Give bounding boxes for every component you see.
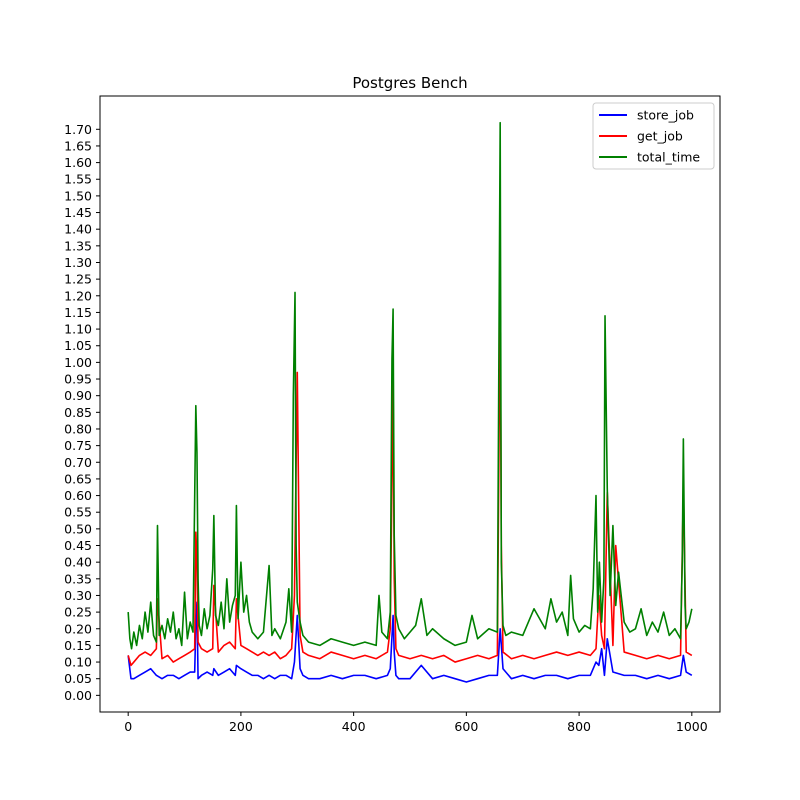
y-tick-label: 0.00 bbox=[64, 688, 92, 703]
legend-label-get-job: get_job bbox=[637, 129, 683, 144]
y-tick-label: 1.10 bbox=[64, 322, 92, 337]
plot-area bbox=[127, 121, 693, 683]
x-tick-label: 1000 bbox=[676, 719, 708, 734]
y-tick-label: 1.45 bbox=[64, 205, 92, 220]
chart-title: Postgres Bench bbox=[352, 74, 467, 92]
y-tick-label: 0.55 bbox=[64, 505, 92, 520]
y-tick-label: 1.50 bbox=[64, 188, 92, 203]
y-tick-label: 1.05 bbox=[64, 338, 92, 353]
y-tick-label: 1.25 bbox=[64, 272, 92, 287]
y-tick-label: 1.20 bbox=[64, 288, 92, 303]
y-tick-label: 1.60 bbox=[64, 155, 92, 170]
legend: store_job get_job total_time bbox=[592, 102, 715, 170]
y-tick-label: 0.40 bbox=[64, 555, 92, 570]
y-tick-label: 0.10 bbox=[64, 655, 92, 670]
y-tick-label: 0.90 bbox=[64, 388, 92, 403]
legend-label-store-job: store_job bbox=[637, 108, 694, 123]
y-tick-label: 0.80 bbox=[64, 421, 92, 436]
y-tick-label: 1.30 bbox=[64, 255, 92, 270]
series-line-get-job bbox=[127, 291, 693, 667]
y-tick-label: 0.05 bbox=[64, 671, 92, 686]
y-tick-label: 0.75 bbox=[64, 438, 92, 453]
y-tick-label: 0.65 bbox=[64, 471, 92, 486]
y-tick-label: 0.30 bbox=[64, 588, 92, 603]
y-tick-label: 1.70 bbox=[64, 122, 92, 137]
y-tick-label: 0.95 bbox=[64, 372, 92, 387]
series-line-total-time bbox=[127, 121, 693, 650]
y-tick-label: 0.50 bbox=[64, 521, 92, 536]
y-tick-label: 0.45 bbox=[64, 538, 92, 553]
y-tick-label: 0.35 bbox=[64, 571, 92, 586]
axes: 0 200 400 600 800 1000 0.00 0.050.10 0.15 0.200.2… bbox=[64, 95, 721, 734]
y-tick-label: 1.65 bbox=[64, 138, 92, 153]
y-tick-label: 1.15 bbox=[64, 305, 92, 320]
x-tick-label: 0 bbox=[124, 719, 132, 734]
y-tick-label: 1.40 bbox=[64, 222, 92, 237]
series-line-store-job bbox=[127, 601, 693, 683]
y-tick-label: 0.85 bbox=[64, 405, 92, 420]
y-tick-label: 1.00 bbox=[64, 355, 92, 370]
y-tick-label: 0.70 bbox=[64, 455, 92, 470]
legend-box bbox=[592, 102, 715, 170]
legend-label-total-time: total_time bbox=[637, 150, 700, 165]
x-tick-label: 200 bbox=[229, 719, 253, 734]
y-tick-label: 0.15 bbox=[64, 638, 92, 653]
x-tick-label: 800 bbox=[567, 719, 591, 734]
y-tick-label: 0.25 bbox=[64, 605, 92, 620]
y-tick-label: 1.35 bbox=[64, 238, 92, 253]
y-tick-label: 0.60 bbox=[64, 488, 92, 503]
x-tick-label: 400 bbox=[342, 719, 366, 734]
x-tick-label: 600 bbox=[454, 719, 478, 734]
y-tick-label: 0.20 bbox=[64, 621, 92, 636]
y-tick-label: 1.55 bbox=[64, 172, 92, 187]
axes-frame bbox=[99, 95, 721, 713]
